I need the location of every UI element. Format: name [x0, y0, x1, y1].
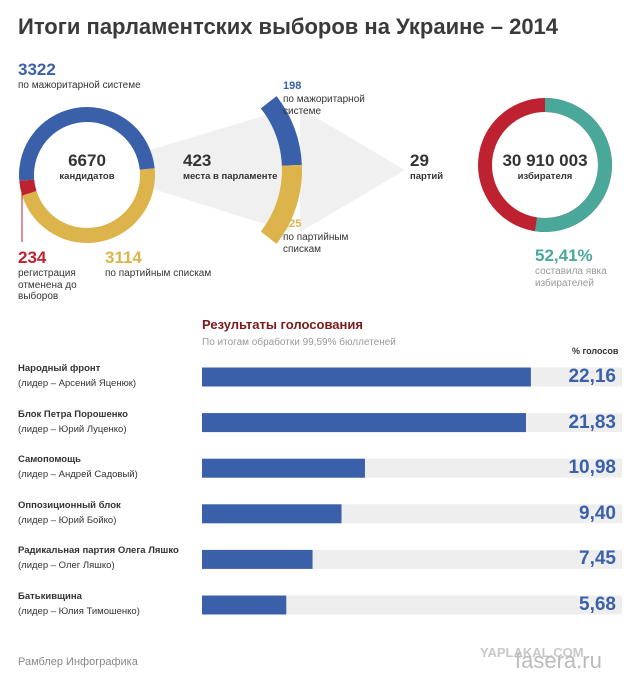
segment-value: 234: [18, 248, 47, 267]
segment-value: 3322: [18, 60, 56, 79]
turnout-arc: [534, 98, 612, 232]
party-name: Оппозиционный блок: [18, 499, 121, 511]
center-label: кандидатов: [59, 171, 115, 182]
segment-label: по мажоритарной системе: [18, 80, 141, 91]
party-leader: (лидер – Юрий Луценко): [18, 423, 127, 435]
value-label: 10,98: [568, 457, 616, 479]
donut-segment: [18, 106, 155, 181]
parties-label: партий: [410, 171, 444, 182]
results-subtitle: По итогам обработки 99,59% бюллетеней: [202, 337, 396, 348]
bar: [202, 549, 313, 569]
title: Итоги парламентских выборов на Украине –…: [18, 14, 559, 39]
bar: [202, 458, 365, 478]
value-label: 5,68: [579, 594, 616, 615]
seats-value: 423: [183, 151, 212, 170]
value-label: 22,16: [568, 366, 616, 387]
bar: [202, 367, 531, 387]
seats-label: места в парламенте: [183, 171, 278, 182]
funnel: [300, 108, 405, 232]
segment-label: по мажоритарной системе: [283, 94, 365, 117]
column-label: % голосов: [572, 346, 619, 356]
seats-segment: [260, 164, 302, 244]
party-leader: (лидер – Юлия Тимошенко): [18, 606, 140, 617]
bar: [202, 595, 287, 615]
segment-value: 198: [283, 80, 302, 92]
segment-value: 3114: [105, 248, 142, 267]
voters-label: избирателя: [517, 171, 573, 182]
segment-label: по партийным спискам: [283, 232, 349, 255]
bar-track: [202, 595, 622, 615]
party-name: Самопомощь: [18, 454, 81, 466]
turnout-value: 52,41%: [535, 246, 593, 265]
bar: [202, 504, 342, 524]
results-title: Результаты голосования: [202, 317, 363, 332]
parties-value: 29: [410, 151, 429, 170]
segment-label: по партийным спискам: [105, 268, 212, 279]
donut-segment: [19, 179, 37, 196]
party-leader: (лидер – Арсений Яценюк): [18, 378, 137, 389]
value-label: 21,83: [568, 411, 616, 433]
funnel: [150, 108, 290, 232]
party-name: Батькивщина: [18, 591, 82, 602]
turnout-label: составила явка избирателей: [535, 266, 607, 289]
source: Рамблер Инфографика: [18, 656, 138, 668]
party-name: Народный фронт: [18, 363, 101, 374]
seats-segment: [260, 96, 302, 166]
watermark: YAPLAKAL.COM: [480, 645, 584, 660]
segment-label: регистрация отменена до выборов: [18, 268, 77, 302]
voters-value: 30 910 003: [502, 151, 588, 170]
segment-value: 225: [283, 218, 302, 230]
value-label: 7,45: [579, 548, 616, 570]
party-name: Радикальная партия Олега Ляшко: [18, 545, 179, 557]
party-leader: (лидер – Олег Ляшко): [18, 560, 115, 572]
bar: [202, 413, 526, 433]
party-name: Блок Петра Порошенко: [18, 408, 128, 420]
party-leader: (лидер – Андрей Садовый): [18, 469, 138, 481]
donut-segment: [22, 168, 156, 244]
value-label: 9,40: [579, 502, 616, 524]
watermark: fasera.ru: [515, 648, 602, 673]
center-value: 6670: [68, 151, 106, 170]
party-leader: (лидер – Юрий Бойко): [18, 514, 117, 526]
